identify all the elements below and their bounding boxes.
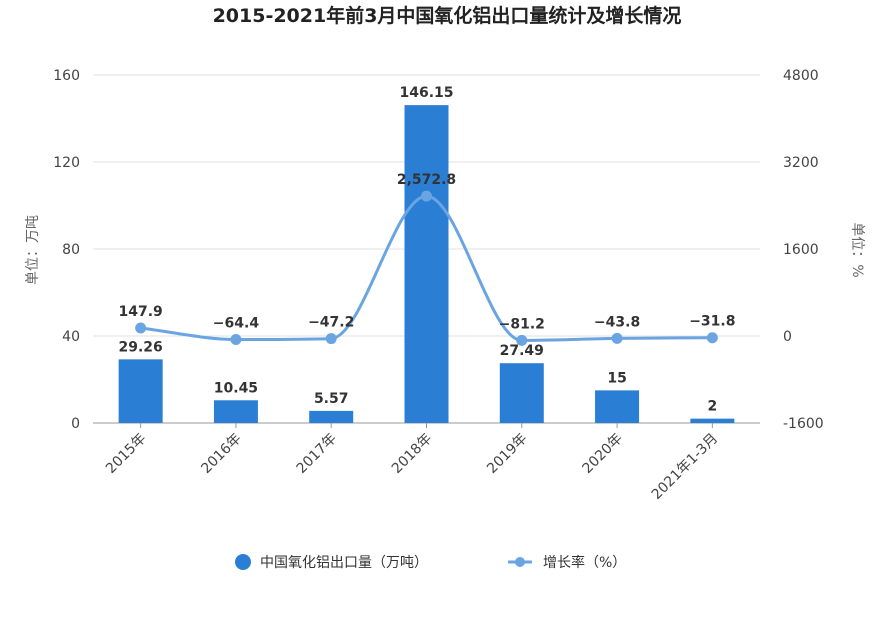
left-tick-label: 160 — [53, 68, 80, 84]
bar — [309, 410, 354, 423]
bar — [690, 418, 735, 423]
chart-title: 2015-2021年前3月中国氧化铝出口量统计及增长情况 — [213, 4, 682, 27]
x-tick-label: 2019年 — [484, 431, 530, 477]
legend-bar-label: 中国氧化铝出口量（万吨） — [260, 555, 428, 571]
left-tick-label: 120 — [53, 155, 80, 171]
right-axis-ticks: -1600 0 1600 3200 4800 — [783, 68, 824, 432]
legend-line-label: 增长率（%） — [543, 554, 626, 571]
legend: 中国氧化铝出口量（万吨） 增长率（%） — [235, 554, 626, 571]
right-axis-title: 单位：% — [849, 222, 865, 277]
bar-data-label: 29.26 — [118, 339, 162, 355]
legend-line-marker — [515, 557, 525, 567]
x-axis-ticks: 2015年 2016年 2017年 2018年 2019年 2020年 2021年1-3月 — [103, 423, 721, 503]
bar — [595, 390, 640, 423]
line-data-label: −64.4 — [213, 316, 260, 332]
left-axis-ticks: 0 40 80 120 160 — [53, 68, 80, 432]
line-data-label: −81.2 — [499, 316, 545, 332]
legend-bar-swatch — [235, 554, 251, 570]
line-data-label: −31.8 — [689, 314, 735, 330]
bar — [404, 105, 449, 423]
line-point — [325, 333, 337, 345]
bar — [118, 359, 163, 423]
right-tick-label: -1600 — [783, 416, 824, 432]
line-point — [135, 322, 147, 334]
x-tick-label: 2017年 — [294, 431, 340, 477]
bar-data-label: 5.57 — [314, 391, 349, 407]
bar — [499, 363, 544, 423]
left-tick-label: 80 — [62, 242, 80, 258]
line-data-label: 2,572.8 — [397, 172, 456, 188]
line-point — [421, 190, 432, 202]
left-tick-label: 0 — [71, 416, 80, 432]
bar-series: 29.26 10.45 5.57 146.15 27.49 15 2 — [118, 85, 735, 423]
left-tick-label: 40 — [62, 329, 80, 345]
bar-data-label: 10.45 — [214, 380, 258, 396]
line-data-label: −47.2 — [308, 315, 354, 331]
right-tick-label: 4800 — [783, 68, 819, 84]
line-data-label: 147.9 — [118, 304, 162, 320]
x-tick-label: 2016年 — [198, 431, 244, 477]
left-axis-title: 单位：万吨 — [25, 215, 41, 285]
x-tick-label: 2021年1-3月 — [649, 431, 721, 503]
line-point — [706, 332, 718, 344]
bar-data-label: 27.49 — [500, 343, 544, 359]
right-tick-label: 0 — [783, 329, 792, 345]
line-point — [516, 334, 528, 346]
bar-data-label: 15 — [607, 370, 626, 386]
bar-data-label: 146.15 — [399, 85, 453, 101]
bar-data-label: 2 — [707, 399, 717, 415]
bar — [213, 400, 258, 423]
right-tick-label: 1600 — [783, 242, 819, 258]
line-series: 147.9 −64.4 −47.2 2,572.8 −81.2 −43.8 −31.8 — [118, 172, 735, 346]
line-data-label: −43.8 — [594, 314, 640, 330]
line-point — [230, 334, 242, 346]
x-tick-label: 2020年 — [579, 431, 625, 477]
right-tick-label: 3200 — [783, 155, 819, 171]
x-tick-label: 2018年 — [389, 431, 435, 477]
line-point — [611, 332, 623, 344]
x-tick-label: 2015年 — [103, 431, 149, 477]
